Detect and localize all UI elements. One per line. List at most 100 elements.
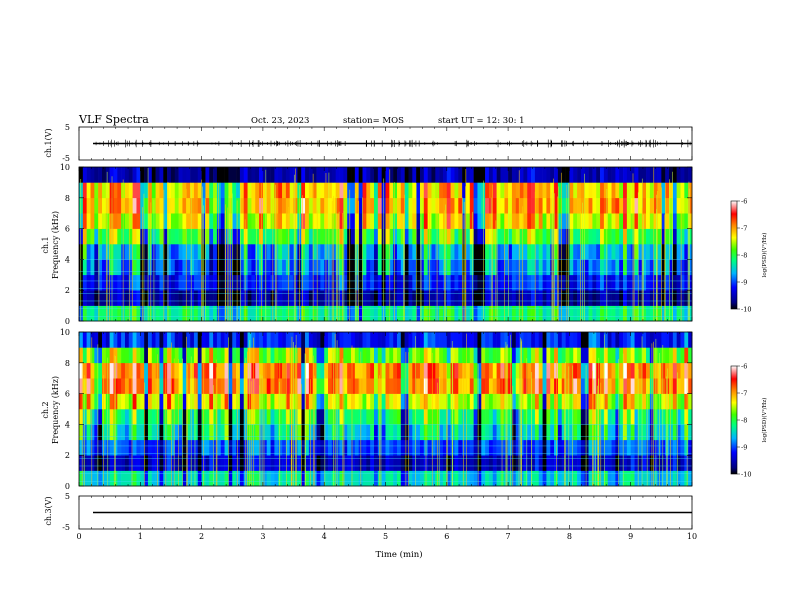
heatmap-cell	[523, 305, 528, 322]
heatmap-cell	[661, 305, 666, 322]
heatmap-cell	[297, 393, 302, 410]
heatmap-cell	[542, 424, 547, 441]
heatmap-cell	[124, 332, 130, 348]
heatmap-cell	[347, 274, 352, 291]
heatmap-cell	[546, 409, 551, 425]
heatmap-cell	[220, 455, 225, 471]
heatmap-cell	[688, 228, 693, 245]
heatmap-cell	[366, 182, 371, 199]
heatmap-cell	[377, 167, 382, 183]
heatmap-cell	[144, 259, 149, 276]
heatmap-cell	[147, 347, 153, 364]
heatmap-cell	[178, 347, 183, 364]
heatmap-cell	[243, 305, 248, 322]
heatmap-cell	[324, 362, 329, 379]
heatmap-cell	[442, 167, 448, 183]
heatmap-cell	[282, 332, 287, 348]
heatmap-cell	[534, 347, 540, 364]
heatmap-cell	[419, 167, 425, 183]
heatmap-cell	[247, 274, 252, 291]
heatmap-cell	[488, 362, 494, 379]
heatmap-cell	[646, 378, 651, 394]
heatmap-cell	[531, 244, 536, 260]
heatmap-cell	[580, 244, 586, 260]
heatmap-cell	[320, 274, 325, 291]
heatmap-cell	[442, 470, 448, 487]
heatmap-cell	[446, 393, 451, 410]
heatmap-cell	[393, 409, 398, 425]
heatmap-cell	[665, 305, 670, 322]
heatmap-cell	[396, 244, 402, 260]
heatmap-cell	[301, 455, 306, 471]
heatmap-cell	[136, 167, 141, 183]
heatmap-cell	[178, 244, 183, 260]
heatmap-cell	[224, 213, 229, 229]
heatmap-cell	[511, 259, 517, 276]
heatmap-cell	[611, 424, 616, 441]
heatmap-cell	[193, 378, 199, 394]
heatmap-cell	[419, 393, 425, 410]
heatmap-cell	[339, 197, 344, 214]
heatmap-cell	[511, 362, 517, 379]
heatmap-cell	[569, 259, 574, 276]
heatmap-cell	[419, 228, 425, 245]
heatmap-cell	[374, 362, 379, 379]
heatmap-cell	[205, 274, 210, 291]
heatmap-cell	[492, 274, 497, 291]
heatmap-cell	[377, 424, 382, 441]
ch2_spectrogram-ytick-label: 0	[65, 482, 70, 491]
heatmap-cell	[596, 213, 601, 229]
heatmap-cell	[638, 378, 643, 394]
heatmap-cell	[619, 439, 624, 456]
heatmap-cell	[508, 470, 513, 487]
heatmap-cell	[266, 305, 271, 322]
heatmap-cell	[155, 362, 160, 379]
heatmap-cell	[285, 197, 291, 214]
heatmap-cell	[255, 347, 260, 364]
heatmap-cell	[205, 259, 210, 276]
heatmap-cell	[657, 244, 662, 260]
heatmap-cell	[454, 228, 459, 245]
heatmap-cell	[423, 244, 428, 260]
heatmap-cell	[672, 470, 677, 487]
heatmap-cell	[374, 378, 379, 394]
heatmap-cell	[550, 228, 555, 245]
heatmap-cell	[144, 213, 149, 229]
heatmap-cell	[331, 424, 336, 441]
heatmap-cell	[596, 290, 601, 306]
heatmap-cell	[404, 378, 409, 394]
heatmap-cell	[485, 439, 490, 456]
heatmap-cell	[301, 378, 306, 394]
heatmap-cell	[197, 228, 202, 245]
heatmap-cell	[190, 362, 195, 379]
heatmap-cell	[580, 228, 586, 245]
heatmap-cell	[105, 213, 110, 229]
heatmap-cell	[519, 197, 524, 214]
heatmap-cell	[676, 362, 681, 379]
heatmap-cell	[400, 305, 405, 322]
heatmap-cell	[278, 259, 283, 276]
heatmap-cell	[684, 197, 689, 214]
heatmap-cell	[274, 378, 279, 394]
heatmap-cell	[427, 167, 432, 183]
heatmap-cell	[592, 197, 597, 214]
heatmap-cell	[584, 347, 589, 364]
heatmap-cell	[469, 424, 474, 441]
heatmap-cell	[527, 393, 532, 410]
heatmap-cell	[569, 424, 574, 441]
heatmap-cell	[358, 182, 363, 199]
heatmap-cell	[262, 332, 268, 348]
heatmap-cell	[239, 439, 245, 456]
heatmap-cell	[282, 455, 287, 471]
heatmap-cell	[580, 362, 586, 379]
heatmap-cell	[423, 259, 428, 276]
heatmap-cell	[611, 167, 616, 183]
heatmap-cell	[289, 274, 294, 291]
heatmap-cell	[638, 259, 643, 276]
heatmap-cell	[573, 213, 578, 229]
heatmap-cell	[634, 470, 639, 487]
heatmap-cell	[216, 167, 222, 183]
heatmap-cell	[308, 470, 314, 487]
heatmap-cell	[580, 332, 586, 348]
heatmap-cell	[496, 409, 501, 425]
